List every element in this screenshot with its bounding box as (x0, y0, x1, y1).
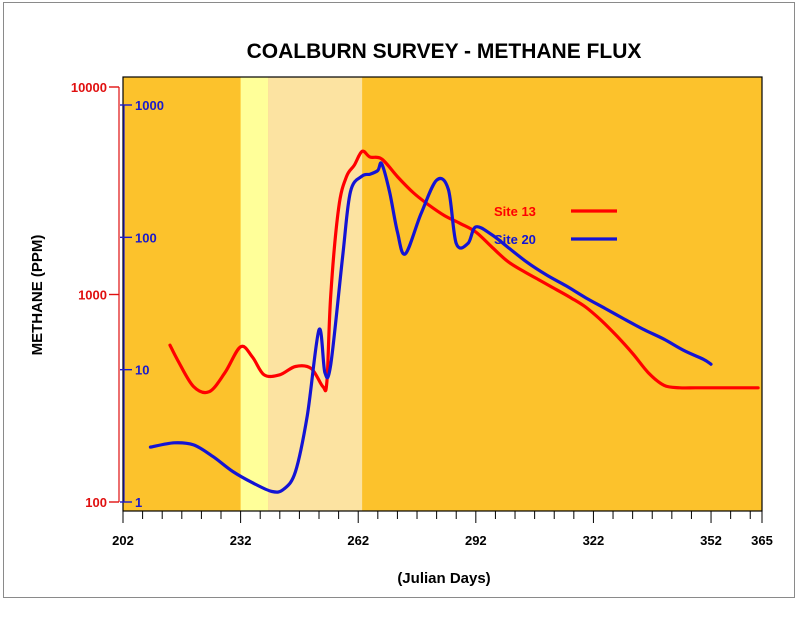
plot-area (122, 76, 763, 512)
shaded-band (240, 77, 269, 511)
x-tick-label: 262 (347, 533, 369, 548)
x-tick-label: 292 (465, 533, 487, 548)
legend-label: Site 20 (494, 232, 536, 247)
y-left-tick-label: 1000 (78, 288, 107, 303)
y-right-tick-label: 10 (135, 363, 149, 378)
chart-title: COALBURN SURVEY - METHANE FLUX (247, 40, 642, 63)
plot-border (122, 76, 763, 512)
y-axis-label: METHANE (PPM) (29, 235, 46, 356)
y-right-tick-label: 1000 (135, 98, 164, 113)
chart-frame: COALBURN SURVEY - METHANE FLUX 202 232 262… (3, 2, 795, 598)
chart: COALBURN SURVEY - METHANE FLUX 202 232 262… (29, 40, 773, 587)
site-13-line (168, 149, 760, 395)
site-20-line (148, 161, 713, 494)
y-right-tick-label: 1 (135, 495, 142, 510)
x-axis-label: (Julian Days) (397, 570, 490, 587)
plot-background (123, 77, 762, 511)
x-tick-label: 202 (112, 533, 134, 548)
x-tick-label: 232 (230, 533, 252, 548)
x-tick-label: 365 (751, 533, 773, 548)
y-left-tick-label: 100 (85, 495, 107, 510)
y-left-tick-label: 10000 (71, 80, 107, 95)
x-tick-label: 322 (583, 533, 605, 548)
y-right-tick-label: 100 (135, 230, 157, 245)
shaded-band (268, 77, 363, 511)
x-tick-label: 352 (700, 533, 722, 548)
chart-marks: 202 232 262 292 322 352 365 100 1000 10000 1 10 100 1… (71, 80, 773, 548)
legend-label: Site 13 (494, 204, 536, 219)
